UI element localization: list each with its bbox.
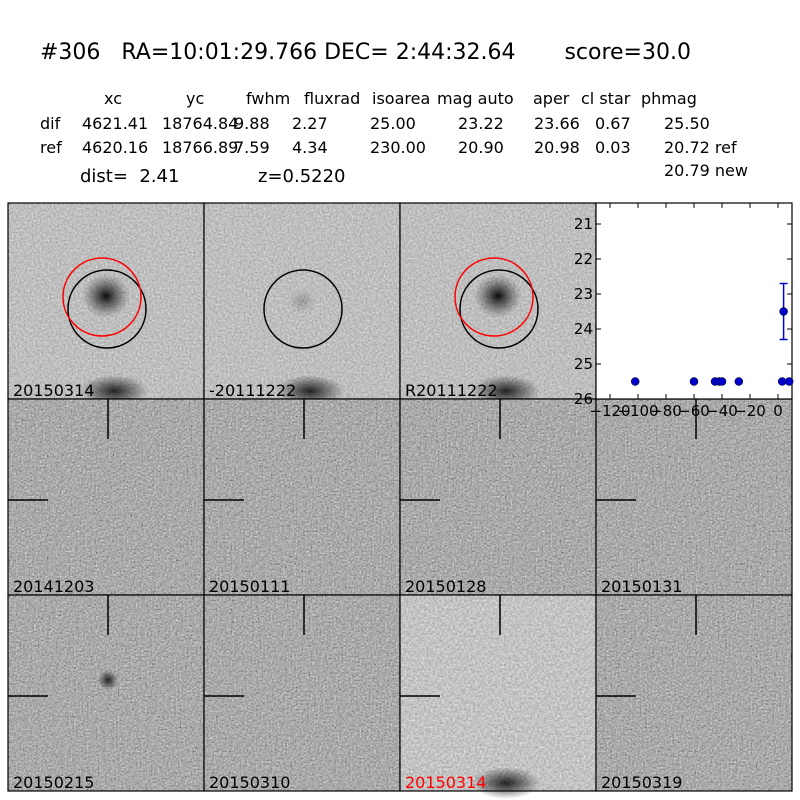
table-cell: 0.67 (595, 114, 631, 133)
column-header: cl star (581, 89, 631, 108)
image-stamp: 20150128 (399, 398, 597, 596)
table-cell: 23.22 (458, 114, 504, 133)
column-header: aper (533, 89, 570, 108)
table-cell: 7.59 (234, 138, 270, 157)
column-header: fwhm (246, 89, 291, 108)
column-header: isoarea (372, 89, 431, 108)
table-cell: 4620.16 (82, 138, 149, 157)
table-cell: 18764.84 (162, 114, 239, 133)
image-stamp: 20150215 (7, 594, 205, 792)
source-blob (82, 274, 130, 318)
table-cell: 25.50 (664, 114, 710, 133)
y-tick-label: 24 (574, 320, 593, 338)
dist-value: dist= 2.41 (80, 166, 180, 187)
x-tick-label: −100 (617, 402, 658, 420)
image-stamp: 20150310 (203, 594, 401, 792)
image-stamp: 20150131 (595, 398, 793, 596)
image-stamp: -20111222 (203, 202, 401, 407)
stamp-date-label: -20111222 (209, 381, 296, 400)
x-tick-label: −60 (678, 402, 710, 420)
stamp-date-label: 20150215 (13, 773, 94, 792)
x-tick-label: −120 (589, 402, 630, 420)
table-cell: 25.00 (370, 114, 416, 133)
dif-row-label: dif (40, 114, 61, 133)
y-tick-label: 26 (574, 390, 593, 408)
image-stamp: 20150314 (7, 202, 205, 407)
data-point (779, 307, 788, 316)
column-header: mag auto (437, 89, 514, 108)
column-header: xc (104, 89, 122, 108)
data-point (734, 377, 744, 386)
column-header: yc (186, 89, 205, 108)
data-point (784, 377, 794, 386)
x-tick-label: −20 (734, 402, 766, 420)
table-cell: 20.72 ref (664, 138, 737, 157)
y-tick-label: 22 (574, 250, 593, 268)
ref-row-label: ref (40, 138, 62, 157)
lightcurve-chart: 21 22 23 24 25 26−120−100−80−60−40−20 0 (574, 202, 794, 420)
table-cell: 20.90 (458, 138, 504, 157)
stamp-date-label: 20150310 (209, 773, 290, 792)
candidate-title: #306 RA=10:01:29.766 DEC= 2:44:32.64 sco… (40, 40, 691, 65)
source-blob (474, 274, 522, 318)
aperture-circle-black (67, 269, 147, 349)
table-cell: 230.00 (370, 138, 426, 157)
aperture-circle-red (454, 257, 534, 337)
chart-frame (595, 202, 793, 400)
stamp-date-label: 20150111 (209, 577, 290, 596)
image-stamp: 20150111 (203, 398, 401, 596)
stamp-date-label: 20150128 (405, 577, 486, 596)
data-point (717, 377, 727, 386)
aperture-circle-red (62, 257, 142, 337)
stamp-date-label: 20150314 (405, 773, 486, 792)
table-cell: 18766.89 (162, 138, 239, 157)
y-tick-label: 21 (574, 215, 593, 233)
image-stamp: 20150314 (399, 594, 597, 799)
stamp-date-label: 20150319 (601, 773, 682, 792)
table-cell: 23.66 (534, 114, 580, 133)
stamp-date-label: R20111222 (405, 381, 498, 400)
column-header: phmag (641, 89, 697, 108)
redshift-value: z=0.5220 (258, 166, 346, 187)
table-cell: 9.88 (234, 114, 270, 133)
new-mag: 20.79 new (664, 161, 748, 180)
y-tick-label: 23 (574, 285, 593, 303)
table-cell: 4621.41 (82, 114, 149, 133)
stamp-date-label: 20141203 (13, 577, 94, 596)
x-tick-label: 0 (773, 402, 783, 420)
image-stamp: 20150319 (595, 594, 793, 792)
aperture-circle-black (459, 269, 539, 349)
data-point (689, 377, 699, 386)
y-tick-label: 25 (574, 355, 593, 373)
table-cell: 20.98 (534, 138, 580, 157)
x-tick-label: −80 (650, 402, 682, 420)
table-cell: 4.34 (292, 138, 328, 157)
stamp-date-label: 20150314 (13, 381, 94, 400)
x-tick-label: −40 (706, 402, 738, 420)
image-stamp: 20141203 (7, 398, 205, 596)
aperture-circle-black (263, 269, 343, 349)
table-cell: 0.03 (595, 138, 631, 157)
stamp-date-label: 20150131 (601, 577, 682, 596)
table-cell: 2.27 (292, 114, 328, 133)
data-point (630, 377, 640, 386)
image-stamp: R20111222 (399, 202, 597, 407)
column-header: fluxrad (304, 89, 361, 108)
